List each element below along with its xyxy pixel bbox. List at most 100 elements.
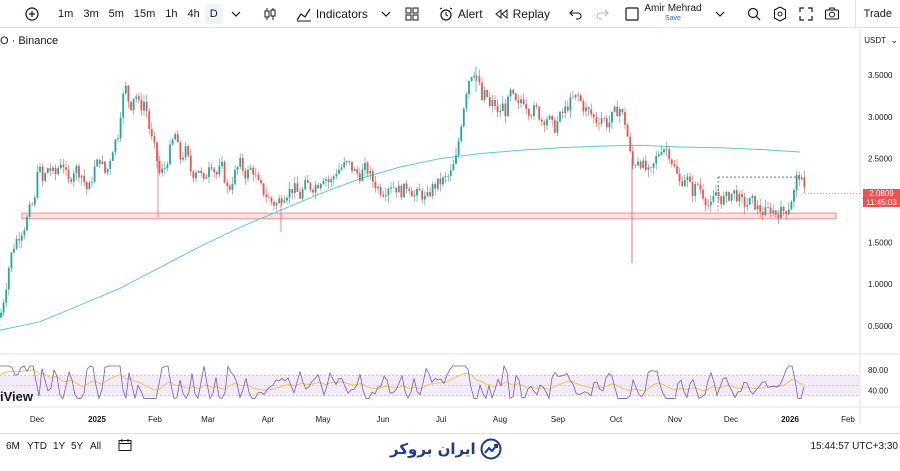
- candle-body: [499, 111, 502, 113]
- candle-body: [101, 161, 104, 164]
- fullscreen-icon: [799, 6, 813, 21]
- candle-body: [691, 182, 694, 196]
- candle-body: [46, 168, 49, 174]
- undo-button[interactable]: [563, 0, 589, 28]
- candle-body: [65, 167, 67, 170]
- snapshot-button[interactable]: [819, 0, 845, 28]
- candle-body: [642, 160, 645, 168]
- candle-body: [356, 169, 359, 174]
- currency-select[interactable]: USDT: [864, 36, 886, 45]
- candle-body: [330, 179, 333, 183]
- candle-body: [683, 179, 686, 187]
- candle-body: [413, 195, 416, 197]
- candle-body: [345, 161, 348, 163]
- candle-body: [738, 194, 741, 202]
- range-all[interactable]: All: [90, 441, 102, 452]
- candle-body: [733, 190, 736, 194]
- candle-body: [270, 197, 273, 202]
- candle-body: [377, 186, 379, 189]
- redo-button[interactable]: [589, 0, 615, 28]
- candle-body: [535, 105, 538, 107]
- interval-d[interactable]: D: [204, 3, 223, 24]
- candle-body: [686, 176, 689, 180]
- calendar-icon[interactable]: [118, 438, 132, 452]
- search-button[interactable]: [741, 0, 767, 28]
- rsi-tick-label: 80.00: [868, 366, 889, 375]
- alert-button[interactable]: Alert: [433, 0, 488, 28]
- candle-body: [561, 111, 564, 114]
- candle-body: [91, 181, 93, 183]
- price-tick-label: 3.0000: [868, 113, 893, 122]
- indicators-icon: [296, 8, 311, 21]
- candle-body: [556, 121, 559, 133]
- interval-1h[interactable]: 1h: [165, 7, 178, 20]
- candle-body: [252, 167, 255, 175]
- candle-body: [332, 176, 335, 180]
- range-6m[interactable]: 6M: [6, 441, 20, 452]
- last-price: 2.0809: [869, 189, 894, 198]
- replay-button[interactable]: Replay: [488, 0, 555, 28]
- candle-body: [798, 174, 801, 180]
- interval-1m[interactable]: 1m: [58, 7, 74, 20]
- candle-body: [689, 176, 691, 183]
- candle-body: [135, 96, 138, 99]
- candle-body: [663, 149, 665, 153]
- candle-body: [564, 106, 567, 114]
- add-symbol-button[interactable]: [0, 0, 45, 28]
- candle-body: [117, 138, 119, 140]
- settings-button[interactable]: [767, 0, 793, 28]
- range-1y[interactable]: 1Y: [53, 441, 66, 452]
- candle-body: [33, 197, 36, 205]
- candle-body: [309, 182, 312, 190]
- interval-15m[interactable]: 15m: [133, 7, 156, 20]
- candle-body: [434, 184, 437, 189]
- candle-body: [353, 169, 356, 171]
- indicators-dropdown[interactable]: [373, 0, 399, 28]
- chevron-down-icon[interactable]: ⌄: [890, 35, 898, 45]
- candle-body: [639, 161, 642, 168]
- interval-dropdown[interactable]: [223, 0, 249, 28]
- price-chart[interactable]: 3.50003.00002.50002.00001.50001.00000.50…: [0, 29, 900, 433]
- chart-type-button[interactable]: [257, 0, 283, 28]
- layout-select[interactable]: Amir Mehrad Save: [619, 0, 706, 28]
- candle-body: [473, 75, 476, 78]
- candle-body: [119, 117, 122, 139]
- candle-body: [603, 118, 606, 119]
- range-5y[interactable]: 5Y: [71, 441, 84, 452]
- brand-watermark: iView: [0, 389, 34, 404]
- chart-area[interactable]: 3.50003.00002.50002.00001.50001.00000.50…: [0, 29, 900, 433]
- candle-body: [426, 192, 429, 196]
- candle-body: [36, 171, 39, 198]
- price-tick-label: 1.0000: [868, 280, 893, 289]
- candle-body: [213, 168, 216, 173]
- range-ytd[interactable]: YTD: [27, 441, 47, 452]
- candle-body: [221, 161, 223, 167]
- candle-body: [75, 165, 78, 174]
- candle-body: [52, 167, 54, 171]
- candle-body: [746, 204, 749, 207]
- time-tick-label: May: [315, 415, 330, 424]
- chevron-down-icon: [231, 11, 241, 17]
- candle-body: [481, 82, 483, 101]
- layout-dropdown[interactable]: [707, 0, 733, 28]
- trade-button[interactable]: Trade: [854, 0, 900, 28]
- candle-body: [722, 196, 725, 205]
- layouts-button[interactable]: [399, 0, 425, 28]
- candle-body: [785, 211, 788, 215]
- candle-body: [93, 166, 96, 182]
- time-readout[interactable]: 15:44:57 UTC+3:30: [810, 441, 898, 452]
- save-label[interactable]: Save: [665, 14, 681, 22]
- logo-chart-icon: [480, 438, 502, 460]
- candle-body: [673, 163, 676, 167]
- price-tick-label: 1.5000: [868, 238, 893, 247]
- candle-body: [777, 214, 780, 219]
- interval-5m[interactable]: 5m: [108, 7, 124, 20]
- candle-body: [759, 205, 762, 213]
- interval-4h[interactable]: 4h: [187, 7, 200, 20]
- interval-3m[interactable]: 3m: [83, 7, 99, 20]
- indicators-button[interactable]: Indicators: [291, 0, 373, 28]
- fullscreen-button[interactable]: [793, 0, 819, 28]
- candle-body: [504, 103, 507, 117]
- candle-body: [551, 115, 554, 121]
- candle-body: [143, 101, 145, 111]
